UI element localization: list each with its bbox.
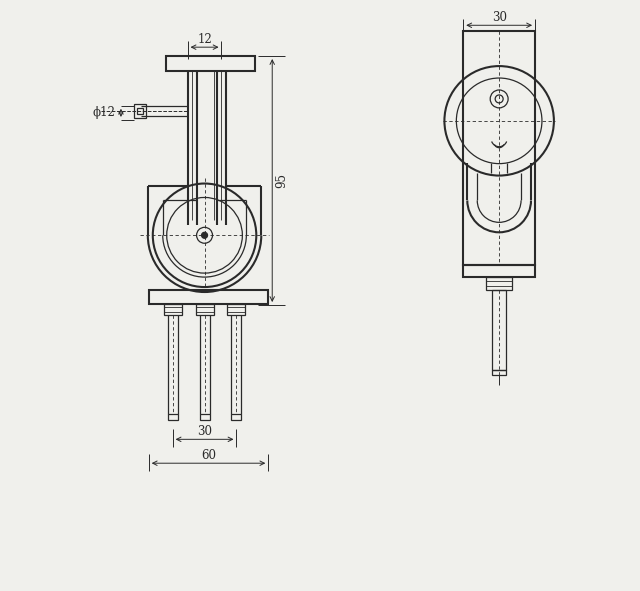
Text: 12: 12 <box>197 33 212 46</box>
Bar <box>492 290 506 369</box>
Bar <box>168 414 178 420</box>
Text: 30: 30 <box>197 425 212 438</box>
Bar <box>166 56 255 71</box>
Bar <box>463 265 535 277</box>
Text: 30: 30 <box>492 11 507 24</box>
Bar <box>227 304 245 315</box>
Bar <box>200 414 209 420</box>
Bar <box>149 290 268 304</box>
Bar <box>232 414 241 420</box>
Bar <box>463 31 535 265</box>
Bar <box>486 277 512 290</box>
Bar <box>164 304 182 315</box>
Text: 95: 95 <box>276 173 289 188</box>
Bar <box>134 104 146 118</box>
Circle shape <box>202 232 207 238</box>
Bar <box>196 304 214 315</box>
Bar <box>492 369 506 375</box>
Text: 60: 60 <box>201 449 216 462</box>
Text: ϕ12: ϕ12 <box>93 106 115 119</box>
Bar <box>137 108 143 114</box>
